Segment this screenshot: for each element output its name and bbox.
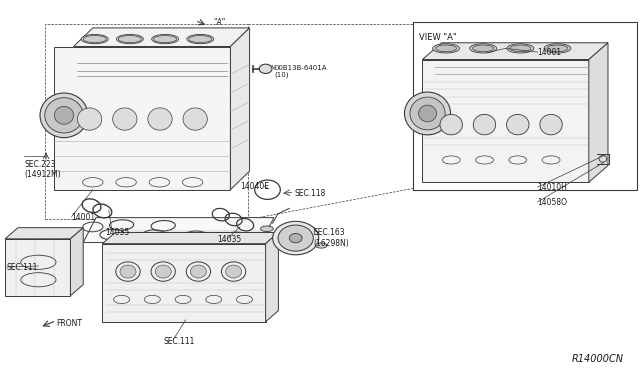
Text: 14058O: 14058O (538, 198, 568, 207)
Text: FRONT: FRONT (56, 319, 83, 328)
Text: SEC.118: SEC.118 (294, 189, 326, 198)
Ellipse shape (77, 108, 102, 130)
Polygon shape (5, 228, 83, 239)
Ellipse shape (259, 64, 272, 74)
Polygon shape (74, 28, 250, 46)
Text: 14035: 14035 (218, 235, 242, 244)
Ellipse shape (470, 44, 497, 53)
Text: VIEW "A": VIEW "A" (419, 33, 457, 42)
Ellipse shape (509, 45, 531, 52)
Polygon shape (83, 218, 274, 243)
Ellipse shape (599, 155, 607, 162)
Polygon shape (70, 228, 83, 296)
Text: 14001: 14001 (72, 213, 96, 222)
Ellipse shape (419, 105, 436, 122)
Ellipse shape (183, 108, 207, 130)
Ellipse shape (120, 265, 136, 278)
Polygon shape (589, 43, 608, 182)
Text: R14000CN: R14000CN (572, 354, 624, 364)
Polygon shape (266, 232, 278, 322)
Ellipse shape (191, 265, 206, 278)
Ellipse shape (544, 44, 571, 53)
Ellipse shape (189, 36, 212, 43)
Ellipse shape (273, 221, 319, 255)
Ellipse shape (226, 265, 242, 278)
Ellipse shape (474, 115, 496, 135)
Polygon shape (5, 239, 70, 296)
Polygon shape (422, 60, 589, 182)
Text: SEC.223
(14912M): SEC.223 (14912M) (24, 160, 61, 179)
Ellipse shape (187, 35, 214, 44)
Ellipse shape (278, 225, 314, 251)
Ellipse shape (289, 234, 302, 243)
Text: 14035: 14035 (106, 228, 130, 237)
Bar (413, 22, 637, 190)
Polygon shape (230, 28, 250, 190)
Polygon shape (102, 232, 278, 244)
Ellipse shape (410, 97, 445, 130)
Ellipse shape (155, 265, 172, 278)
Text: Ð0B13B-6401A
(10): Ð0B13B-6401A (10) (274, 65, 328, 78)
Ellipse shape (116, 35, 143, 44)
Ellipse shape (148, 108, 172, 130)
Ellipse shape (433, 44, 460, 53)
Polygon shape (422, 43, 608, 60)
Ellipse shape (118, 36, 141, 43)
Ellipse shape (260, 226, 273, 231)
Ellipse shape (40, 93, 88, 138)
Ellipse shape (540, 115, 563, 135)
Ellipse shape (440, 115, 462, 135)
Ellipse shape (507, 44, 534, 53)
Ellipse shape (45, 98, 83, 133)
Ellipse shape (507, 115, 529, 135)
Ellipse shape (154, 36, 177, 43)
Ellipse shape (81, 35, 108, 44)
Polygon shape (54, 46, 230, 190)
Polygon shape (102, 244, 266, 322)
Text: SEC.111: SEC.111 (163, 337, 195, 346)
Text: SEC.163
(16298N): SEC.163 (16298N) (314, 228, 349, 248)
Text: 14040E: 14040E (240, 182, 269, 190)
Ellipse shape (547, 45, 568, 52)
Ellipse shape (83, 36, 106, 43)
Text: "A": "A" (213, 18, 225, 27)
Ellipse shape (152, 35, 179, 44)
Ellipse shape (472, 45, 494, 52)
Text: 14010H: 14010H (538, 183, 568, 192)
Ellipse shape (113, 108, 137, 130)
Ellipse shape (54, 106, 74, 124)
Ellipse shape (404, 92, 451, 135)
Bar (45, 24, 248, 219)
Ellipse shape (435, 45, 457, 52)
Text: 14001: 14001 (538, 48, 562, 57)
Ellipse shape (316, 243, 327, 248)
Text: SEC.111: SEC.111 (6, 263, 38, 272)
